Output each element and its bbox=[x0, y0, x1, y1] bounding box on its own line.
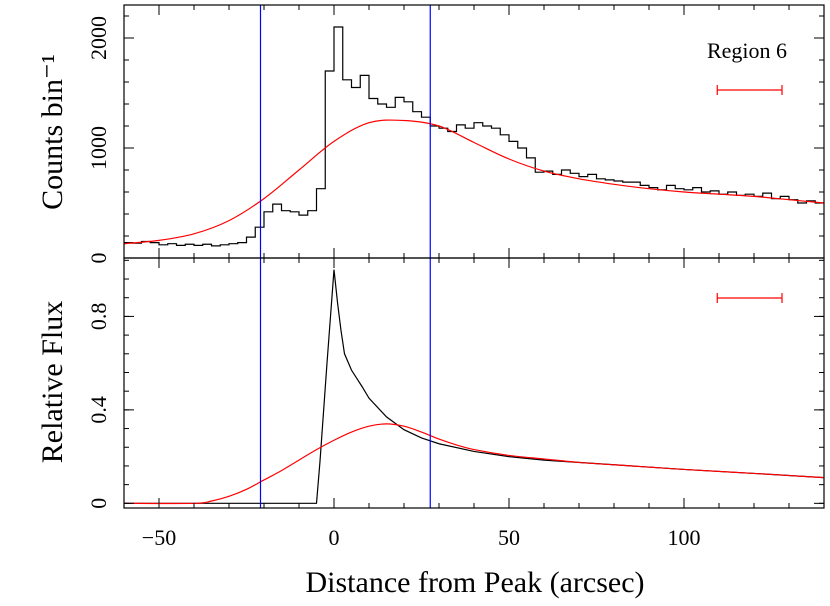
top-panel: 0 1000 2000 bbox=[86, 4, 825, 264]
bottom-series-data-line bbox=[124, 269, 824, 504]
y-axis-title-bottom: Relative Flux bbox=[36, 301, 69, 463]
bottom-frame bbox=[123, 257, 825, 509]
x-tick-label: 0 bbox=[329, 525, 340, 550]
bottom-ytick-label: 0 bbox=[86, 498, 111, 509]
bottom-ytick-label: 0.8 bbox=[86, 303, 111, 331]
x-tick-label: 50 bbox=[498, 525, 520, 550]
top-series-data-line bbox=[124, 26, 824, 247]
y-axis-title-top: Counts bin⁻¹ bbox=[36, 54, 69, 210]
x-tick-label: 100 bbox=[668, 525, 701, 550]
bottom-panel: 0 0.4 0.8 bbox=[86, 257, 825, 509]
x-tick-label: −50 bbox=[142, 525, 176, 550]
bottom-ytick-label: 0.4 bbox=[86, 396, 111, 424]
top-ytick-label: 0 bbox=[86, 253, 111, 264]
bottom-series-model-line bbox=[124, 423, 824, 505]
top-ytick-label: 2000 bbox=[86, 16, 111, 60]
region-label: Region 6 bbox=[707, 38, 787, 63]
top-ytick-label: 1000 bbox=[86, 126, 111, 170]
top-series-model-line bbox=[124, 119, 824, 245]
x-axis-title: Distance from Peak (arcsec) bbox=[306, 566, 645, 599]
x-axis-tick-labels: −50 0 50 100 bbox=[142, 525, 701, 550]
